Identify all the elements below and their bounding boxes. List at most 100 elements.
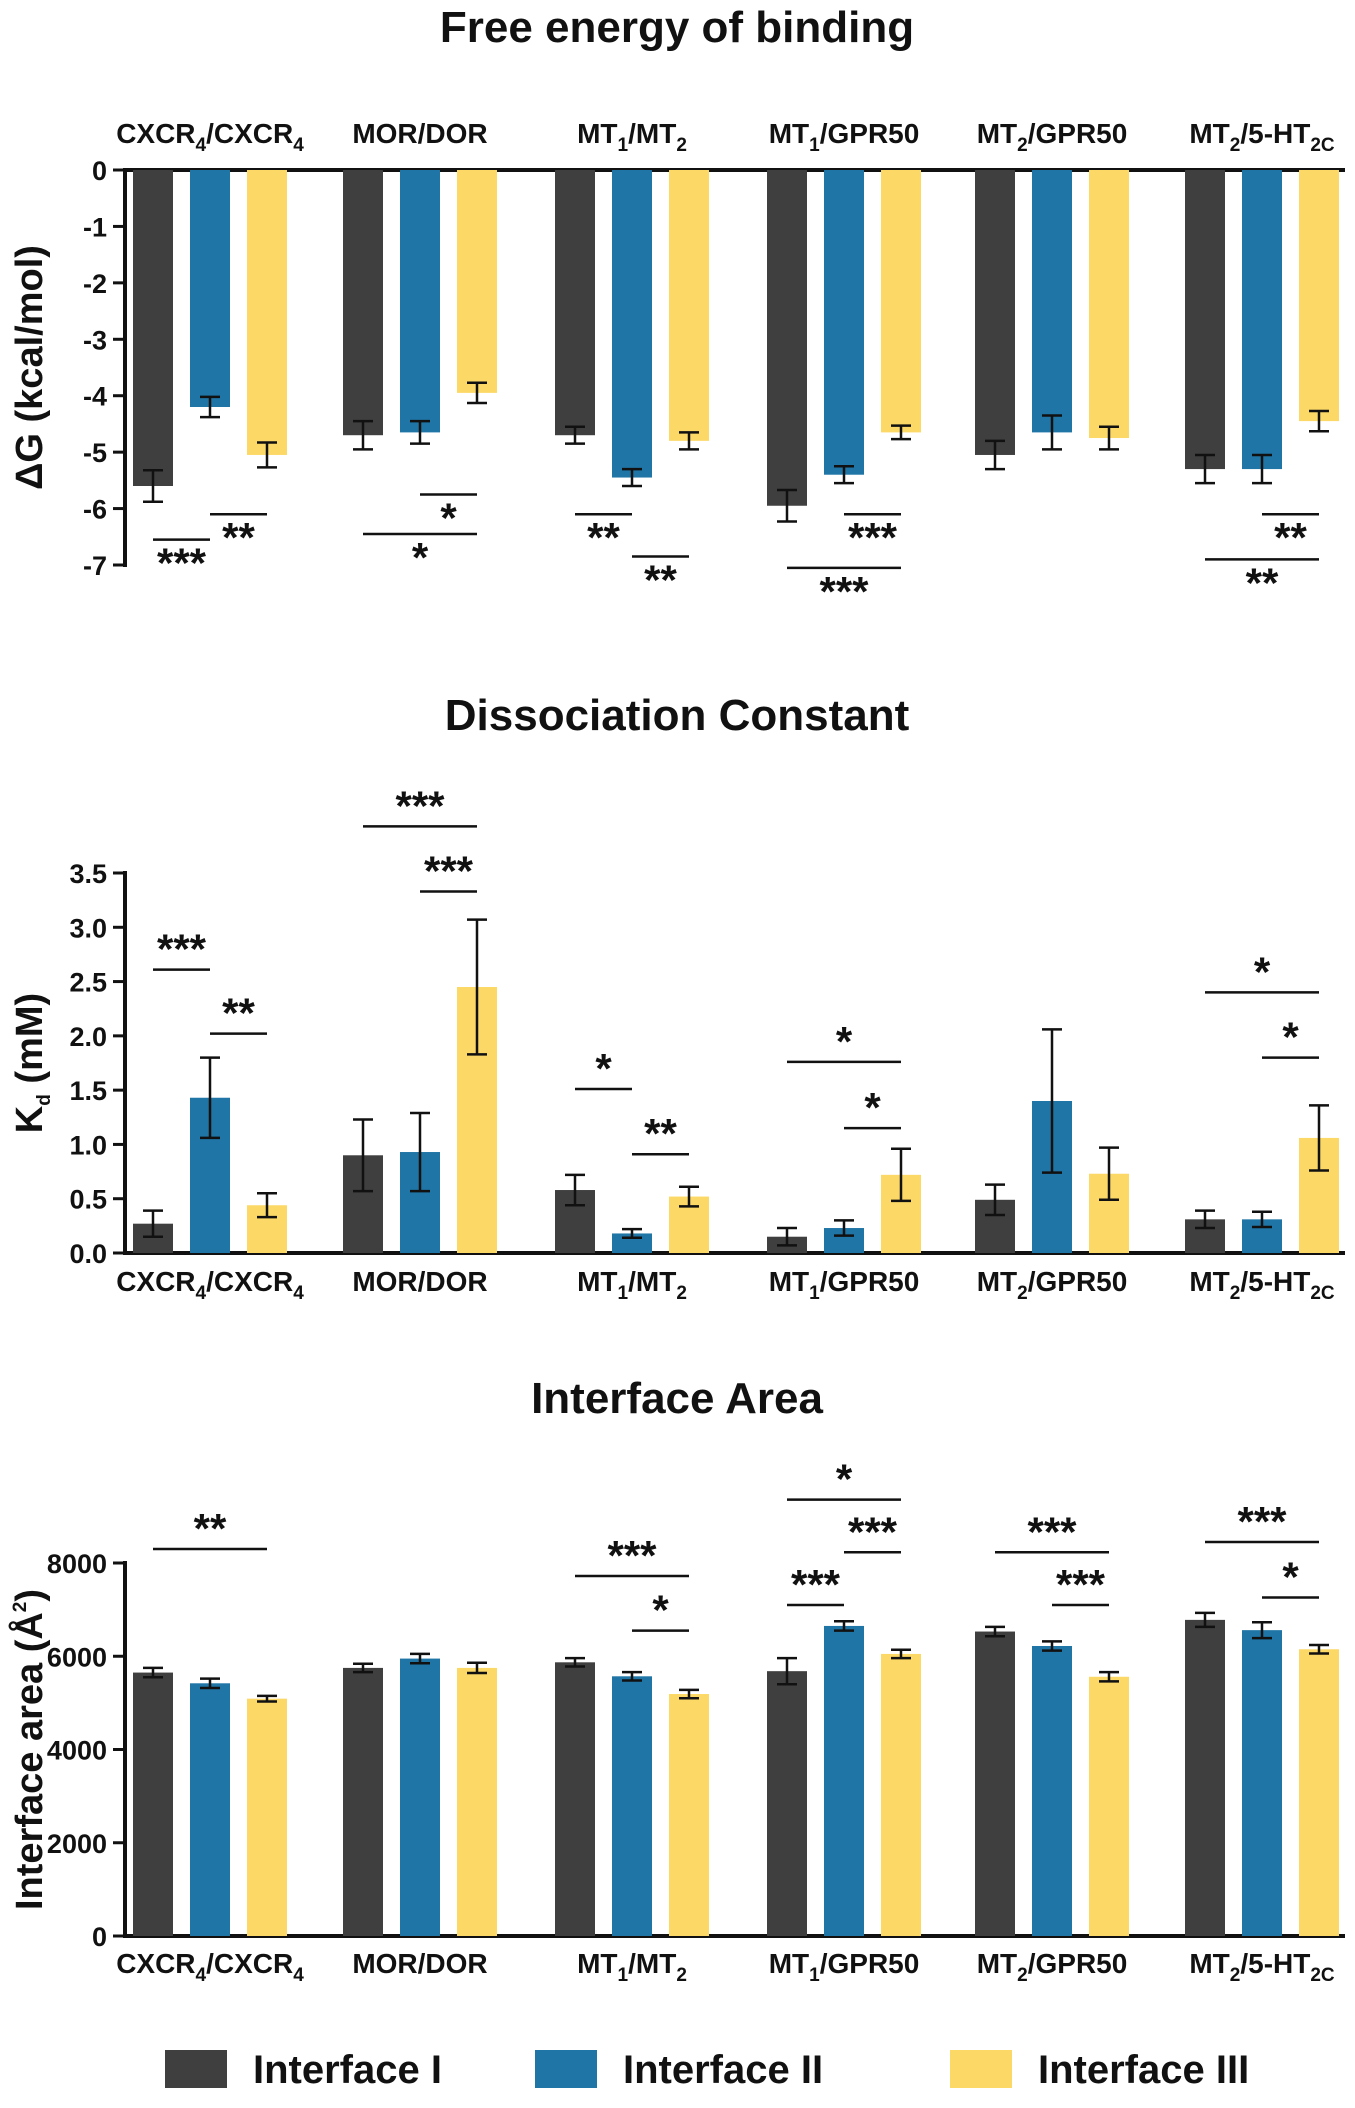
label-part: MT [977, 1948, 1017, 1979]
significance-label: ** [644, 557, 677, 604]
bar-interface-ii [400, 1658, 440, 1936]
bar-interface-iii [669, 1694, 709, 1936]
category-label: MT1/GPR50 [769, 1266, 920, 1304]
significance-label: ** [1246, 559, 1279, 606]
subscript: 2 [1230, 135, 1241, 156]
y-tick-label: -1 [83, 212, 107, 242]
significance-label: *** [848, 1508, 898, 1555]
bar-interface-ii [190, 1683, 230, 1936]
bar-interface-i [555, 1662, 595, 1936]
label-part: CXCR [116, 118, 195, 149]
bar-interface-ii [400, 170, 440, 433]
subscript: 2 [676, 135, 687, 156]
panel-dissociation-constant: Dissociation Constant Kd (mM) 0.0 0.5 1.0 1.5… [9, 691, 1345, 1304]
bar-interface-i [975, 1631, 1015, 1936]
label-part: /5-HT [1240, 118, 1310, 149]
category-label: MT1/GPR50 [769, 1948, 920, 1986]
significance-label: * [1282, 1014, 1299, 1061]
significance-label: *** [1237, 1498, 1287, 1545]
bar-interface-ii [1032, 1645, 1072, 1936]
category-label: MOR/DOR [352, 1948, 487, 1979]
y-axis-label: Kd (mM) [9, 993, 55, 1133]
bar-interface-ii [824, 1625, 864, 1936]
label-part: MT [769, 1948, 809, 1979]
significance-label: ** [1274, 514, 1307, 561]
bar-interface-i [1185, 170, 1225, 470]
legend-swatch [950, 2050, 1012, 2088]
label-part: MT [577, 1948, 617, 1979]
bar-interface-iii [881, 170, 921, 433]
label-part: MT [577, 118, 617, 149]
subscript: 2 [1230, 1283, 1241, 1304]
category-label: MT1/MT2 [577, 1948, 687, 1986]
y-tick-label: 6000 [47, 1642, 107, 1672]
bar-interface-iii [247, 1698, 287, 1936]
significance-label: * [652, 1587, 669, 1634]
category-label: MT2/5-HT2C [1189, 1266, 1335, 1304]
label-part: /CXCR [206, 118, 293, 149]
bar-interface-iii [881, 1653, 921, 1936]
category-label: MOR/DOR [352, 118, 487, 149]
category-label: MT1/GPR50 [769, 118, 920, 156]
panel-free-energy: Free energy of binding ΔG (kcal/mol) 0 -1 -2… [9, 3, 1345, 615]
significance-label: * [864, 1084, 881, 1131]
bar-interface-ii [612, 1676, 652, 1936]
significance-label: * [412, 534, 429, 581]
legend-label: Interface III [1038, 2048, 1249, 2092]
bar-interface-i [767, 170, 807, 506]
subscript: 1 [809, 1965, 820, 1986]
significance-label: * [836, 1018, 853, 1065]
y-tick-label: 2.0 [69, 1022, 107, 1052]
significance-label: * [1254, 948, 1271, 995]
bar-interface-i [343, 170, 383, 436]
legend-label: Interface II [623, 2048, 823, 2092]
label-part: K [9, 1105, 51, 1133]
legend-swatch [535, 2050, 597, 2088]
label-part: MOR/DOR [352, 1948, 487, 1979]
significance-label: ** [644, 1110, 677, 1157]
bar-interface-ii [1032, 170, 1072, 433]
label-part: /GPR50 [820, 1266, 920, 1297]
y-tick-label: -2 [83, 269, 107, 299]
subscript: 1 [618, 1965, 629, 1986]
significance-label: *** [1056, 1561, 1106, 1608]
category-label: CXCR4/CXCR4 [116, 1266, 304, 1304]
bar-interface-iii [1089, 170, 1129, 439]
y-tick-label: 8000 [47, 1549, 107, 1579]
subscript: 1 [618, 135, 629, 156]
legend-label: Interface I [253, 2048, 442, 2092]
y-tick-label: -4 [83, 382, 107, 412]
label-part: ) [9, 1589, 51, 1602]
significance-label: * [595, 1045, 612, 1092]
label-part: ΔG (kcal/mol) [9, 245, 51, 490]
y-axis-label: Interface area (Å2) [7, 1589, 51, 1910]
label-part: /MT [628, 1266, 676, 1297]
bar-interface-ii [824, 170, 864, 475]
label-part: (mM) [9, 993, 51, 1094]
chart-title: Free energy of binding [440, 3, 914, 52]
label-part: CXCR [116, 1948, 195, 1979]
y-tick-label: -6 [83, 495, 107, 525]
label-part: /MT [628, 1948, 676, 1979]
label-part: /CXCR [206, 1948, 293, 1979]
bar-interface-i [133, 1672, 173, 1936]
significance-label: ** [587, 514, 620, 561]
bar-interface-iii [247, 170, 287, 455]
y-tick-label: -7 [83, 551, 107, 581]
significance-label: *** [157, 540, 207, 587]
y-tick-label: 3.0 [69, 913, 107, 943]
chart-title: Interface Area [531, 1374, 823, 1423]
category-label: MT2/GPR50 [977, 1266, 1128, 1304]
category-label: MT2/GPR50 [977, 1948, 1128, 1986]
subscript: 4 [196, 1283, 207, 1304]
label-part: /5-HT [1240, 1948, 1310, 1979]
y-tick-label: 3.5 [69, 859, 107, 889]
subscript: 2 [10, 1602, 31, 1613]
label-part: MT [1189, 1266, 1229, 1297]
subscript: 4 [293, 1965, 304, 1986]
subscript: 2 [1230, 1965, 1241, 1986]
significance-label: *** [157, 926, 207, 973]
label-part: /CXCR [206, 1266, 293, 1297]
subscript: 1 [809, 1283, 820, 1304]
significance-label: ** [222, 514, 255, 561]
